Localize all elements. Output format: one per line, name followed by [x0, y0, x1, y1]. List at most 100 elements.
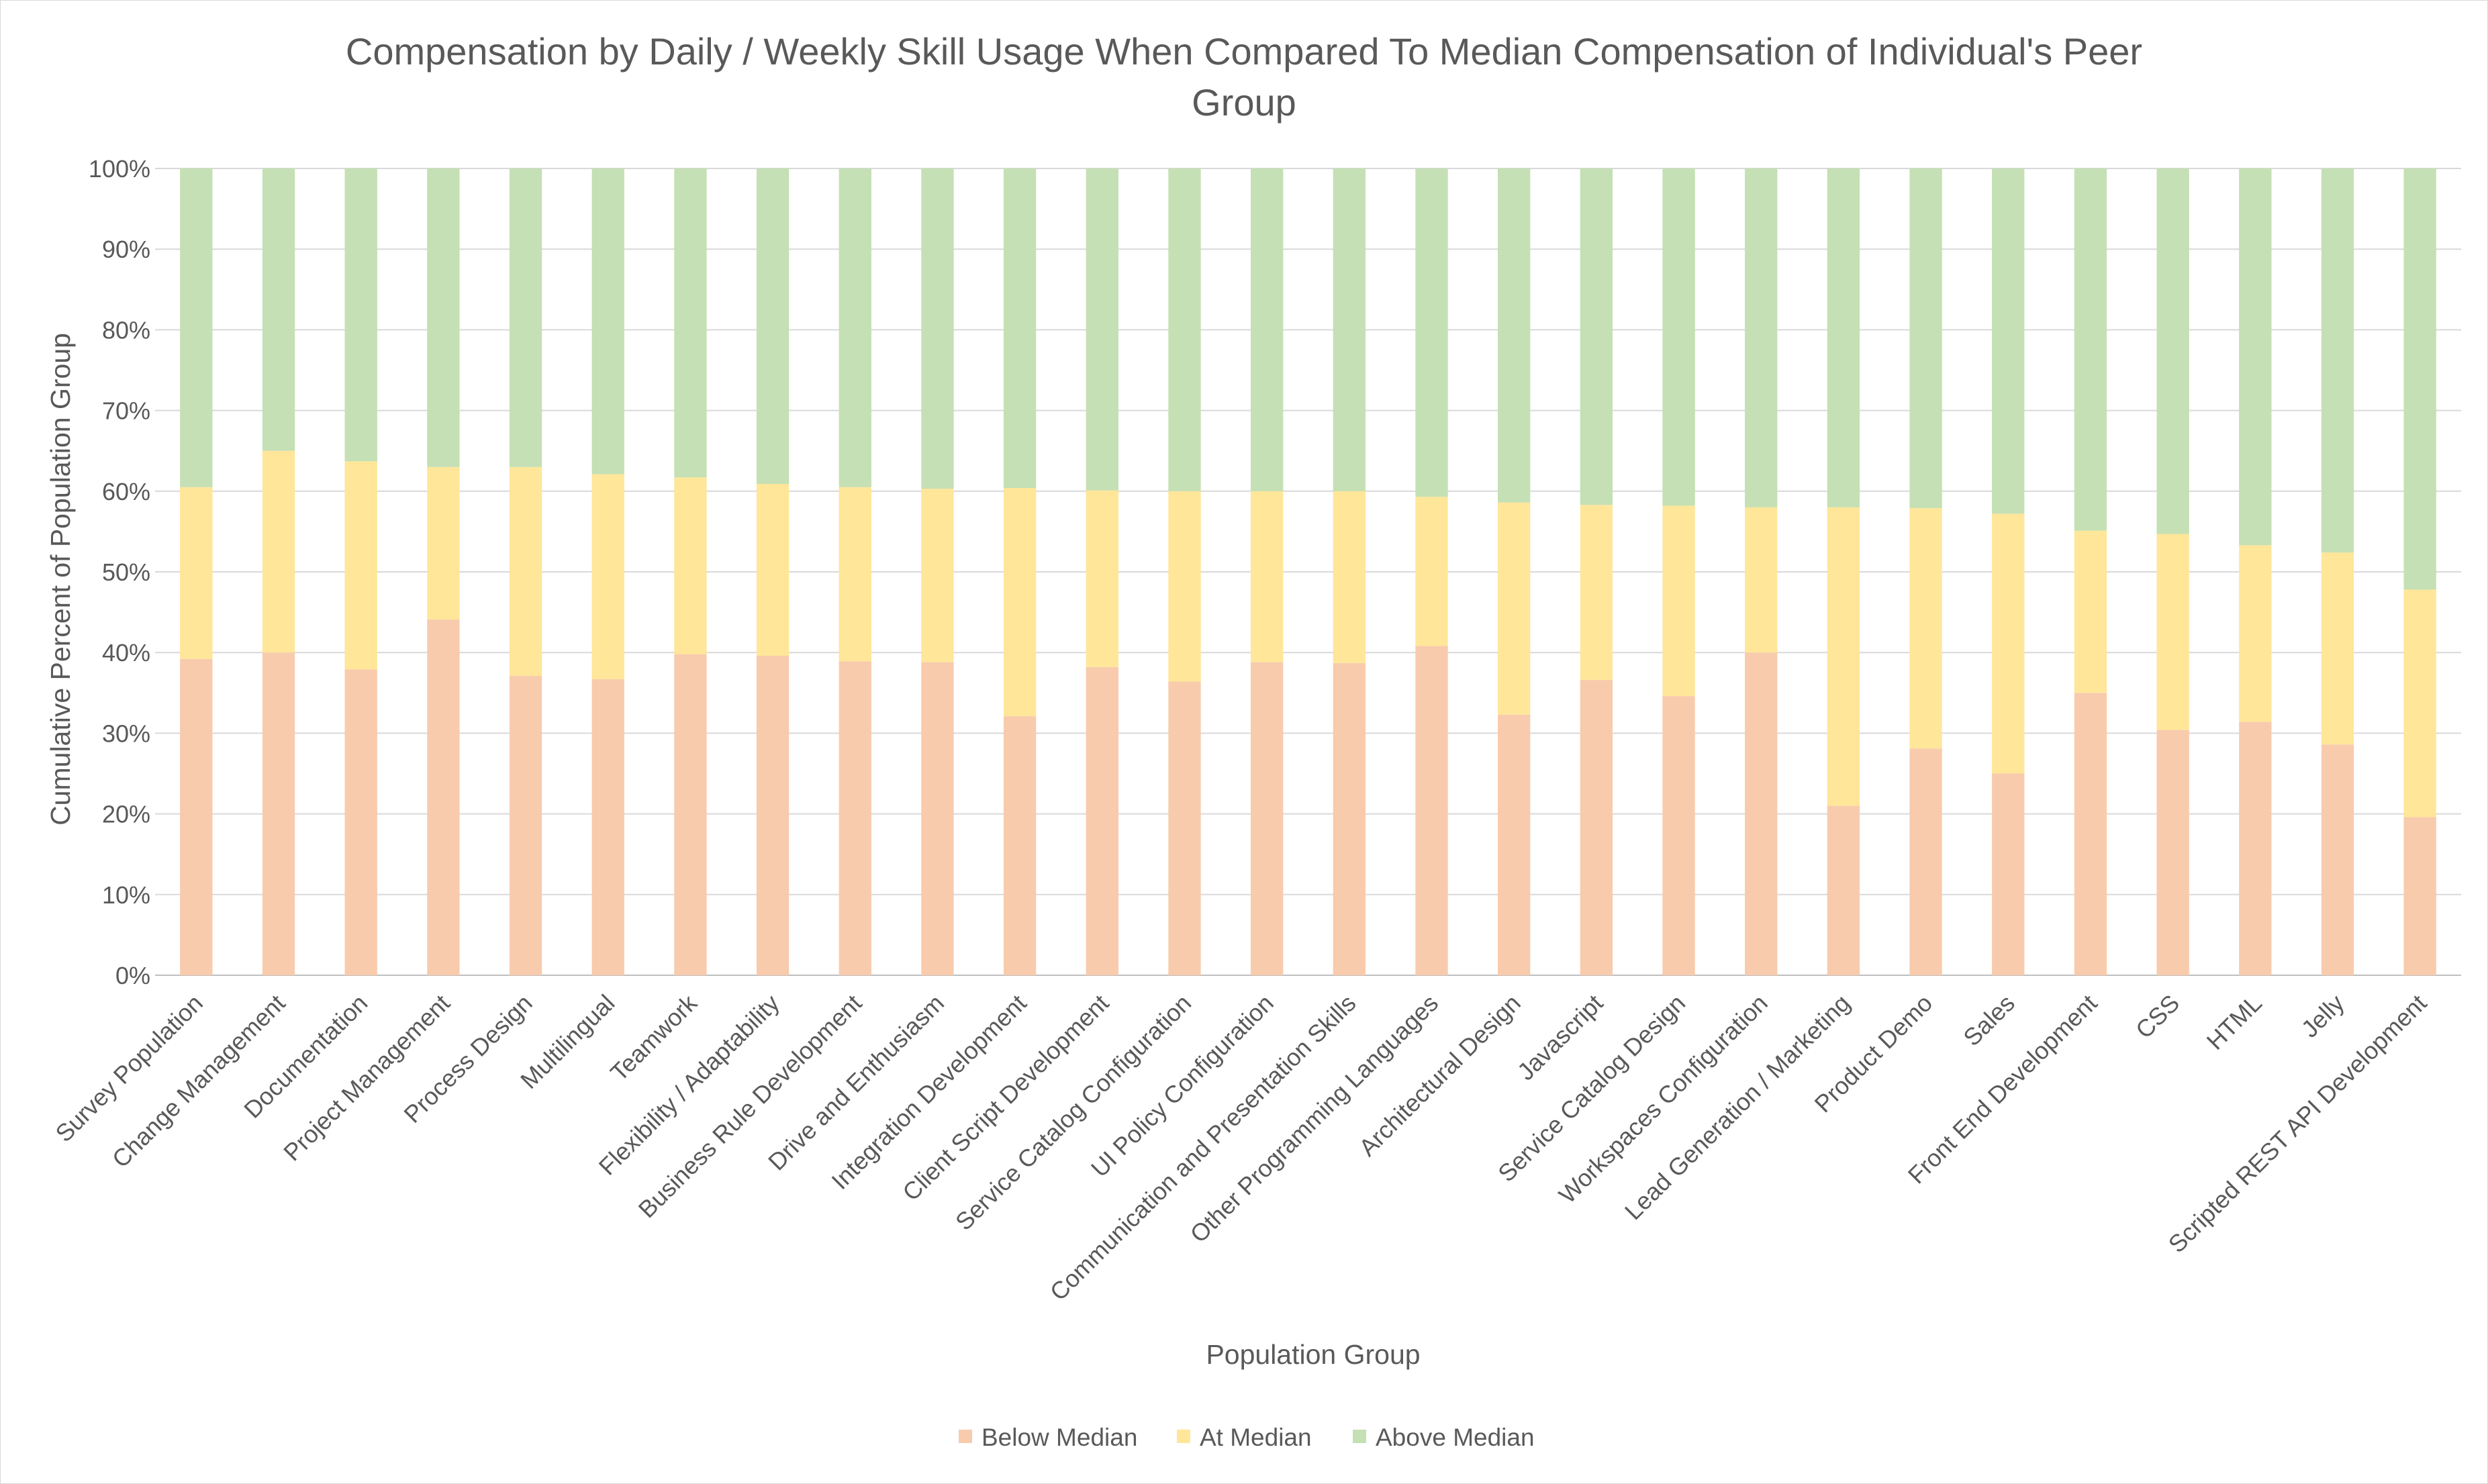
bar-above-median	[2239, 168, 2272, 546]
bar-at-median	[1992, 513, 2025, 774]
y-tick-label: 20%	[102, 801, 150, 828]
y-axis-ticks: 0% 10% 20% 30% 40% 50% 60% 70% 80% 90% 100%	[89, 155, 150, 989]
bar-above-median	[756, 168, 790, 484]
bar-above-median	[674, 168, 707, 478]
bar-at-median	[1580, 505, 1613, 681]
bar-at-median	[509, 466, 542, 677]
x-tick-label: Sales	[1958, 989, 2020, 1052]
bar-below-median	[1250, 662, 1284, 975]
bar-below-median	[1168, 681, 1201, 975]
bar-at-median	[1745, 507, 1778, 653]
bar-above-median	[591, 168, 624, 475]
legend: Below Median At Median Above Median	[959, 1424, 1535, 1451]
legend-swatch-above-median	[1353, 1430, 1366, 1443]
bar-above-median	[1909, 168, 1942, 509]
bar-below-median	[756, 656, 790, 975]
bar-at-median	[1909, 508, 1942, 749]
bar-below-median	[1662, 696, 1695, 975]
x-tick-label: Communication and Presentation Skills	[1045, 989, 1361, 1306]
bar-below-median	[2239, 722, 2272, 975]
bar-above-median	[839, 168, 871, 487]
x-tick-label: HTML	[2201, 989, 2267, 1055]
bar-at-median	[1662, 505, 1695, 697]
chart-title-line-2: Group	[1192, 81, 1296, 123]
bar-above-median	[1333, 168, 1366, 491]
bar-below-median	[674, 654, 707, 975]
bar-above-median	[1498, 168, 1531, 503]
bar-above-median	[1086, 168, 1118, 491]
bar-below-median	[921, 662, 954, 975]
bar-below-median	[1333, 662, 1366, 975]
bar-at-median	[1250, 491, 1284, 662]
bar-below-median	[1003, 716, 1037, 975]
y-tick-label: 30%	[102, 720, 150, 747]
bar-below-median	[2321, 744, 2354, 975]
bar-above-median	[1415, 168, 1448, 497]
bar-at-median	[591, 474, 624, 679]
bar-above-median	[2156, 168, 2189, 534]
bar-at-median	[2074, 530, 2107, 693]
gridlines	[155, 168, 2461, 976]
x-axis-title: Population Group	[1206, 1339, 1420, 1370]
bar-at-median	[1827, 507, 1860, 806]
bar-at-median	[756, 483, 790, 656]
bar-above-median	[1992, 168, 2025, 514]
y-tick-label: 0%	[115, 962, 150, 989]
bar-below-median	[2156, 730, 2189, 975]
x-tick-label: Architectural Design	[1353, 989, 1526, 1162]
bar-above-median	[1745, 168, 1778, 507]
bar-above-median	[1003, 168, 1037, 488]
bar-above-median	[2074, 168, 2107, 531]
bar-at-median	[1003, 487, 1037, 717]
bar-at-median	[921, 489, 954, 662]
bar-above-median	[427, 168, 460, 467]
bar-above-median	[2321, 168, 2354, 553]
y-tick-label: 50%	[102, 558, 150, 586]
bar-above-median	[509, 168, 542, 467]
x-tick-label: Survey Population	[50, 989, 208, 1148]
y-tick-label: 90%	[102, 236, 150, 263]
bar-below-median	[1827, 805, 1860, 975]
y-tick-label: 40%	[102, 639, 150, 666]
bar-below-median	[344, 669, 377, 975]
bar-above-median	[1250, 168, 1284, 491]
bar-below-median	[1498, 714, 1531, 975]
bar-below-median	[2403, 817, 2436, 975]
bar-at-median	[344, 461, 377, 670]
bar-above-median	[2403, 168, 2436, 590]
bar-below-median	[839, 661, 871, 975]
bar-above-median	[1662, 168, 1695, 506]
bar-at-median	[1168, 491, 1201, 682]
bar-at-median	[2403, 589, 2436, 818]
bar-at-median	[1086, 490, 1118, 667]
bar-above-median	[1580, 168, 1613, 505]
bar-below-median	[1745, 652, 1778, 975]
bar-above-median	[1168, 168, 1201, 491]
bar-above-median	[262, 168, 295, 451]
bar-below-median	[1580, 680, 1613, 975]
bar-above-median	[180, 168, 213, 487]
bar-at-median	[2156, 534, 2189, 730]
legend-label: Above Median	[1376, 1424, 1535, 1451]
bar-at-median	[1498, 502, 1531, 715]
y-tick-label: 70%	[102, 397, 150, 425]
bar-above-median	[1827, 168, 1860, 507]
legend-label: Below Median	[982, 1424, 1137, 1451]
bar-below-median	[509, 676, 542, 975]
y-tick-label: 10%	[102, 881, 150, 909]
x-tick-label: Scripted REST API Development	[2163, 989, 2432, 1258]
y-tick-label: 60%	[102, 478, 150, 505]
x-tick-label: Jelly	[2296, 989, 2350, 1043]
bar-below-median	[427, 619, 460, 975]
bar-below-median	[180, 658, 213, 975]
x-tick-label: CSS	[2130, 989, 2185, 1044]
bar-below-median	[1909, 748, 1942, 975]
y-axis-title: Cumulative Percent of Population Group	[45, 333, 76, 826]
legend-swatch-below-median	[959, 1430, 972, 1443]
bar-at-median	[2239, 545, 2272, 722]
bar-above-median	[344, 168, 377, 462]
bar-above-median	[921, 168, 954, 489]
